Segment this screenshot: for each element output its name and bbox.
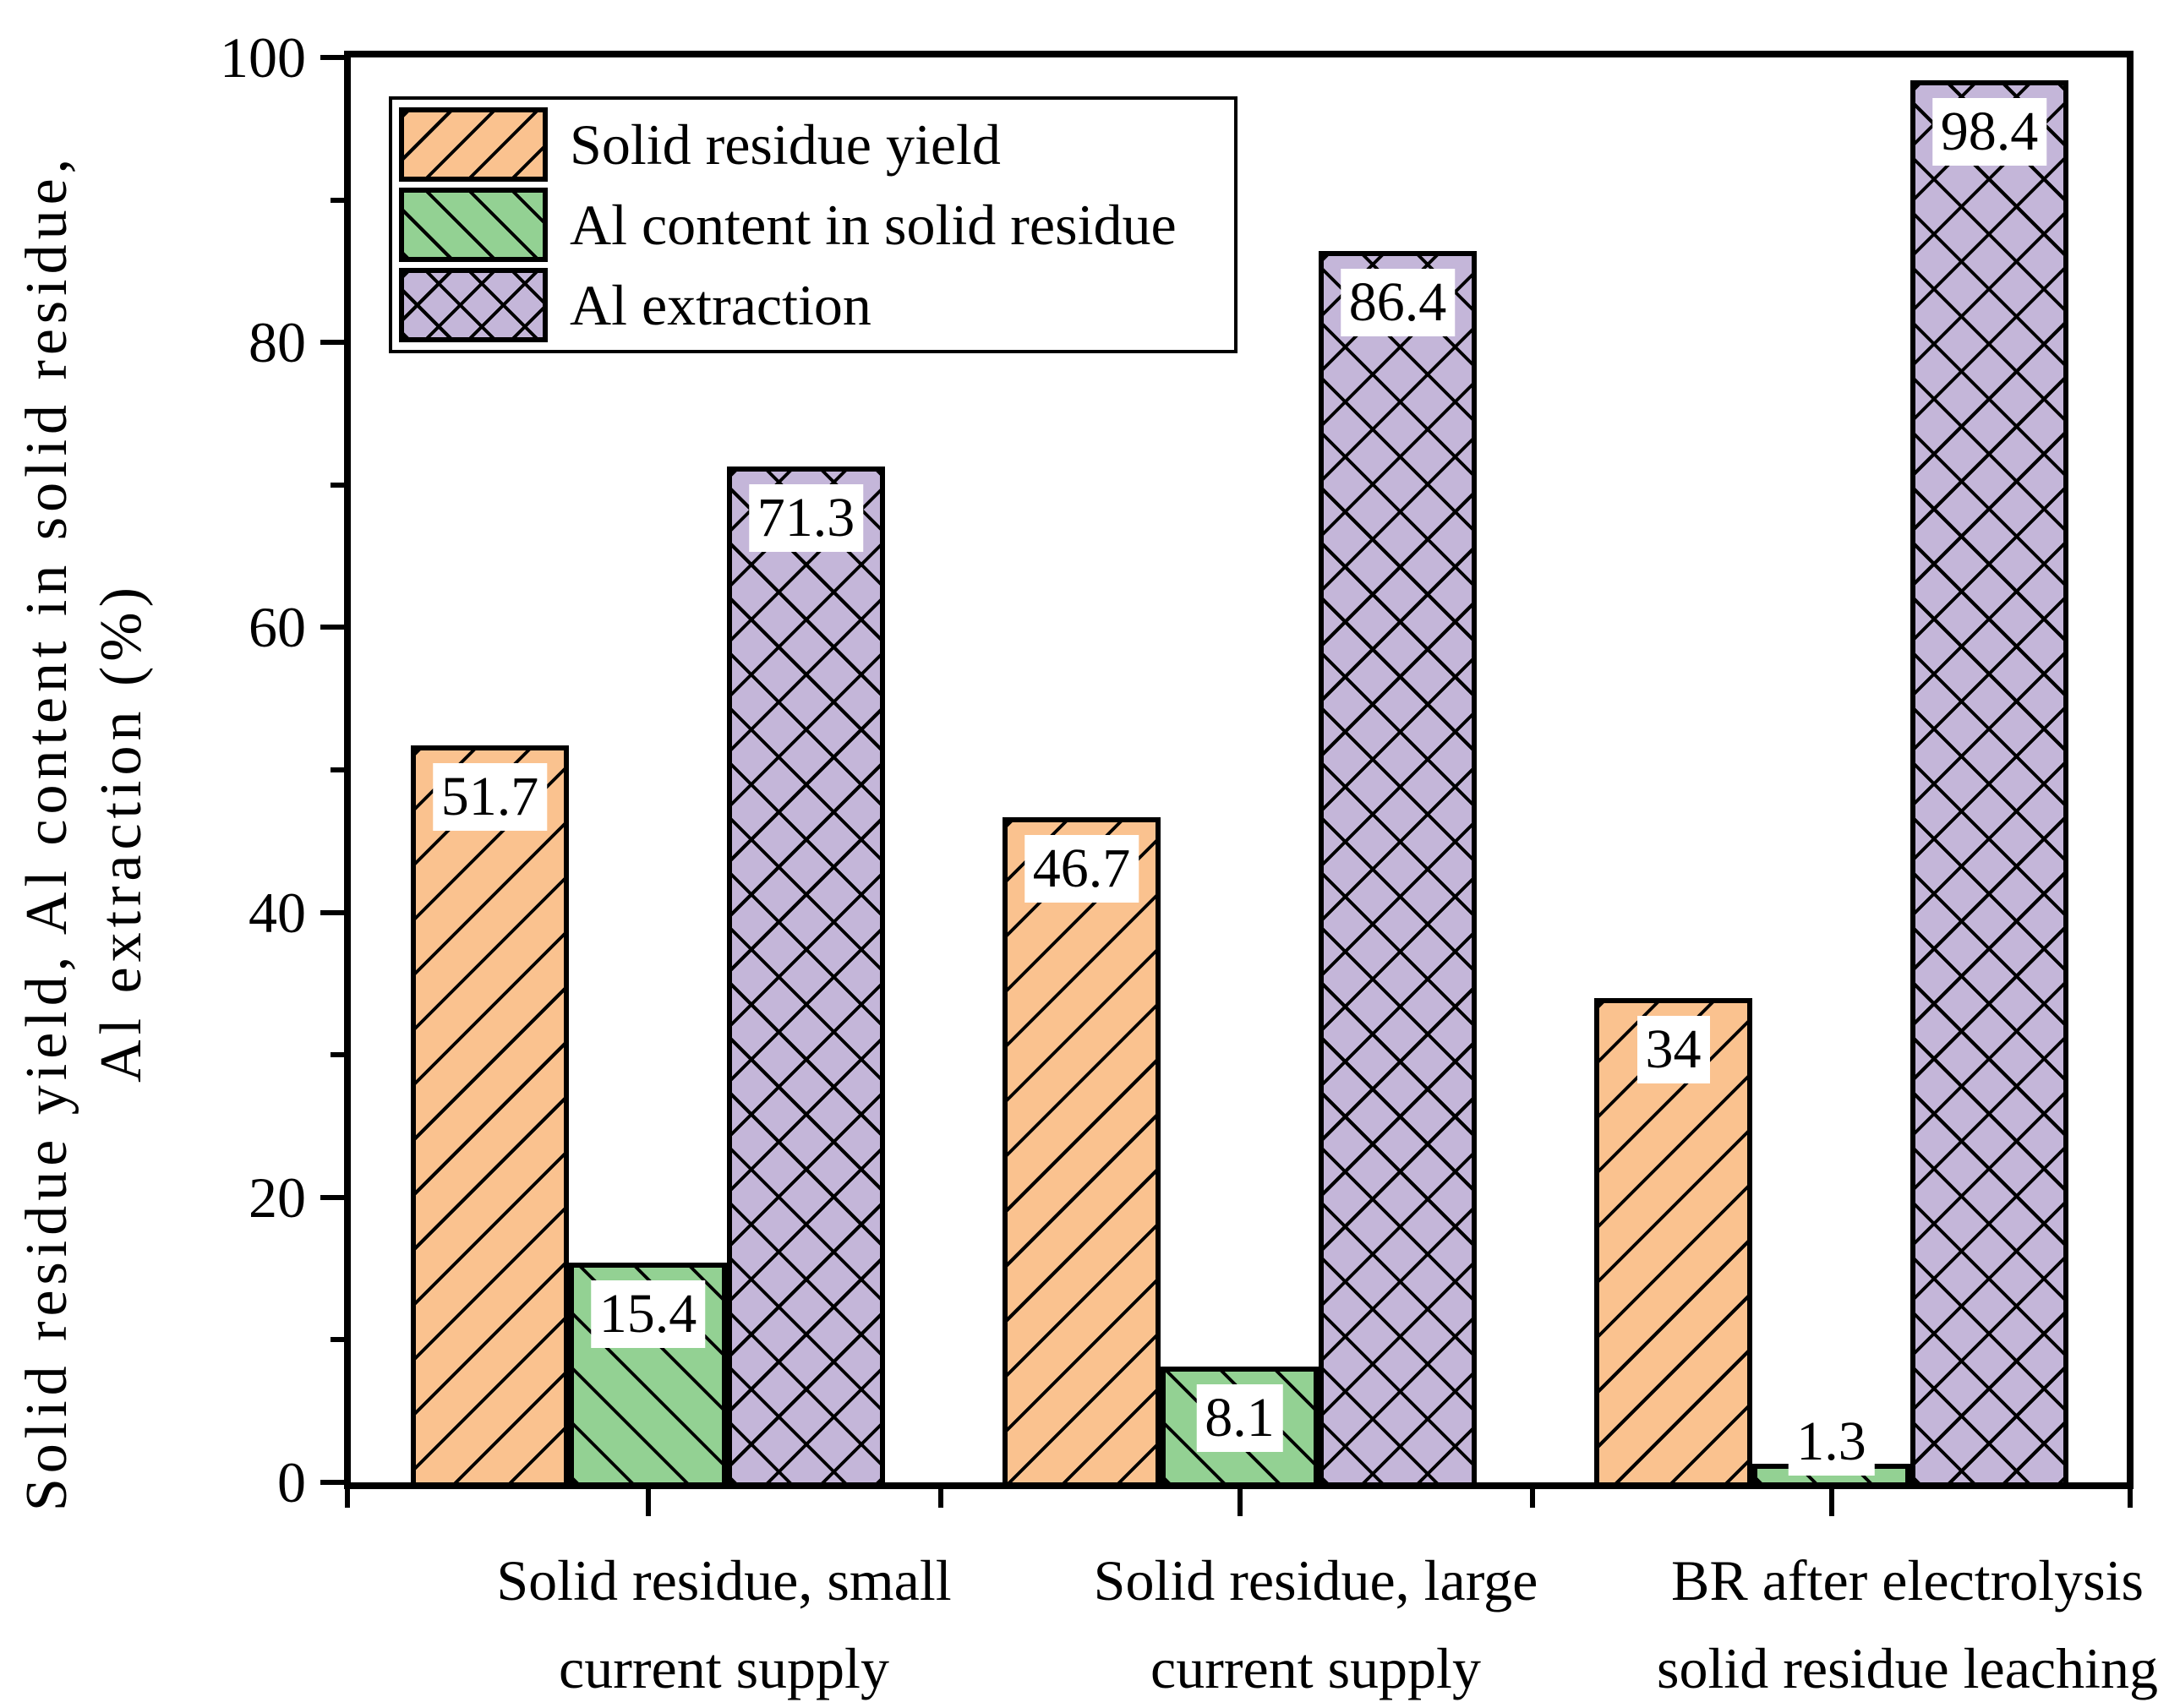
x-category-label-line: Solid residue, large xyxy=(1093,1548,1538,1613)
y-axis-title: Solid residue yield, Al content in solid… xyxy=(10,0,159,1686)
y-tick-label: 0 xyxy=(277,1450,306,1514)
x-category-label: BR after electrolysis solid residue leach… xyxy=(1657,1536,2158,1708)
legend-swatch-icon xyxy=(399,187,548,262)
y-major-tick xyxy=(320,909,344,915)
x-category-label: Solid residue, small current supply xyxy=(496,1536,951,1708)
x-boundary-tick xyxy=(2128,1489,2133,1508)
y-tick-label: 80 xyxy=(249,310,306,375)
x-category-label-line: solid residue leaching xyxy=(1657,1636,2158,1700)
y-minor-tick xyxy=(331,482,344,488)
y-axis-title-line1: Solid residue yield, Al content in solid… xyxy=(14,153,79,1512)
x-category-label-line: current supply xyxy=(559,1636,889,1700)
legend-label: Al content in solid residue xyxy=(570,192,1177,257)
x-category-label-line: current supply xyxy=(1150,1636,1481,1700)
legend-row: Al extraction xyxy=(399,267,1234,342)
value-label: 46.7 xyxy=(1024,834,1139,903)
legend: Solid residue yield Al content in solid r… xyxy=(389,96,1238,353)
legend-row: Solid residue yield xyxy=(399,107,1234,183)
value-label: 15.4 xyxy=(590,1280,706,1349)
x-major-tick xyxy=(645,1489,651,1516)
legend-swatch-icon xyxy=(399,107,548,183)
x-boundary-tick xyxy=(938,1489,943,1508)
y-tick-label: 40 xyxy=(249,880,306,945)
x-major-tick xyxy=(1828,1489,1834,1516)
y-minor-tick xyxy=(331,1052,344,1058)
legend-swatch-icon xyxy=(399,267,548,342)
y-major-tick xyxy=(320,625,344,630)
value-label: 71.3 xyxy=(748,483,864,552)
y-minor-tick xyxy=(331,1337,344,1343)
x-boundary-tick xyxy=(345,1489,350,1508)
y-major-tick xyxy=(320,55,344,60)
value-label: 8.1 xyxy=(1196,1384,1283,1453)
x-category-label-line: BR after electrolysis xyxy=(1671,1548,2144,1613)
value-label: 1.3 xyxy=(1788,1408,1875,1476)
y-tick-label: 100 xyxy=(220,25,306,90)
legend-label: Solid residue yield xyxy=(570,112,1001,177)
y-major-tick xyxy=(320,1480,344,1485)
y-tick-label: 60 xyxy=(249,595,306,660)
y-major-tick xyxy=(320,1194,344,1200)
bar-al-extraction xyxy=(1319,251,1477,1487)
y-minor-tick xyxy=(331,197,344,203)
y-minor-tick xyxy=(331,767,344,772)
bar-al-extraction xyxy=(727,466,885,1487)
bar-solid-residue-yield xyxy=(1003,816,1161,1487)
bar-solid-residue-yield xyxy=(411,745,569,1487)
value-label: 51.7 xyxy=(432,763,548,832)
x-major-tick xyxy=(1237,1489,1243,1516)
value-label: 34 xyxy=(1636,1015,1710,1083)
y-tick-label: 20 xyxy=(249,1165,306,1230)
y-axis-title-line2: Al extraction (%) xyxy=(89,582,154,1083)
value-label: 98.4 xyxy=(1931,97,2047,166)
y-major-tick xyxy=(320,340,344,346)
x-category-label: Solid residue, large current supply xyxy=(1094,1536,1538,1708)
legend-label: Al extraction xyxy=(570,272,871,337)
legend-row: Al content in solid residue xyxy=(399,187,1234,262)
x-category-label-line: Solid residue, small xyxy=(496,1548,952,1613)
x-boundary-tick xyxy=(1530,1489,1535,1508)
bar-al-extraction xyxy=(1910,79,2068,1487)
value-label: 86.4 xyxy=(1340,269,1456,337)
